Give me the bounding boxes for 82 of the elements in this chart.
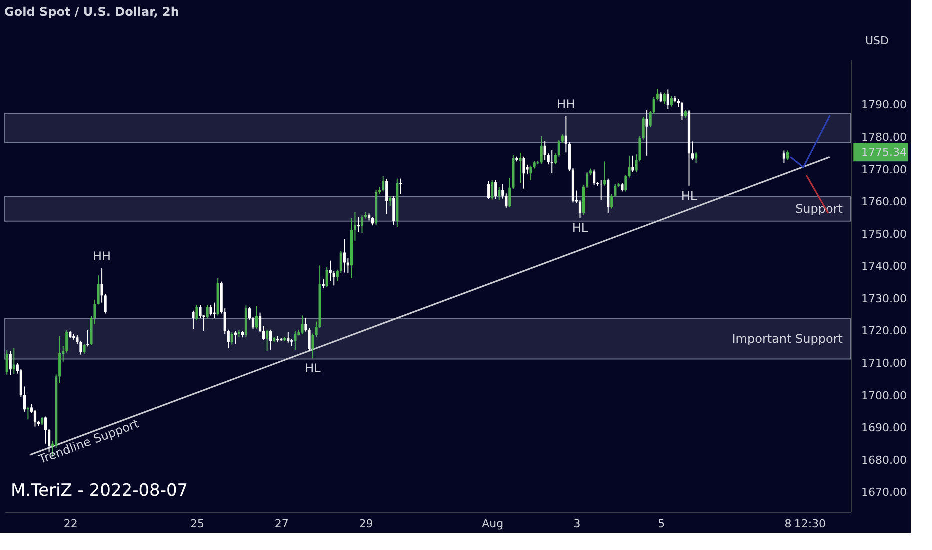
x-tick-label: 12:30 [794,518,826,530]
chart-title: Gold Spot / U.S. Dollar, 2h [4,5,180,19]
candlestick [322,279,325,290]
y-tick-label: 1750.00 [862,228,907,241]
y-tick-label: 1780.00 [862,130,907,144]
candlestick [301,315,304,335]
candlestick [544,140,546,161]
candlestick [332,270,336,286]
x-tick-label: 3 [574,518,581,530]
candlestick [329,260,332,282]
candlestick [86,330,90,348]
candlestick [326,266,328,288]
candlestick [360,215,364,234]
candlestick [488,180,490,200]
candlestick [389,196,392,206]
candlestick [266,329,269,352]
candlestick [666,89,670,110]
candlestick [522,156,526,190]
x-tick-label: 27 [274,518,289,530]
x-tick-label: 8 [784,518,792,530]
candlestick [206,304,209,319]
annotation: HH [557,98,576,112]
y-tick-label: 1770.00 [862,163,907,176]
candlestick [294,330,297,350]
candlestick [540,136,543,164]
candlestick [530,165,532,181]
candlestick [694,152,698,164]
candlestick [632,155,634,173]
y-tick-label: 1690.00 [862,422,907,435]
y-tick-label: 1710.00 [862,356,907,370]
x-tick-label: 25 [190,518,204,530]
candlestick [782,150,786,164]
candlestick [519,152,522,184]
candlestick [578,200,582,219]
candlestick [12,348,16,375]
candlestick [255,306,258,330]
y-tick-label: 1740.00 [862,260,907,274]
candlestick [663,92,666,106]
y-axis-title: USD [866,34,890,48]
candlestick [786,150,790,161]
candlestick [670,96,673,108]
candlestick [680,101,684,121]
candlestick [340,250,342,274]
band-label: Important Support [732,332,844,346]
candlestick [386,178,388,215]
y-tick-label: 1680.00 [862,454,907,467]
candlestick [604,161,606,186]
x-tick-label: 5 [658,518,666,530]
candlestick [343,238,346,274]
y-tick-label: 1720.00 [862,324,907,338]
x-tick-label: Aug [482,518,504,530]
candlestick [6,350,8,376]
annotation: M.TeriZ - 2022-08-07 [11,481,188,501]
annotation: HL [681,188,698,203]
y-tick-label: 1775.34 [862,146,907,160]
candlestick [382,176,385,192]
annotation: HH [93,250,112,264]
y-tick-label: 1730.00 [862,292,907,306]
candlestick [646,110,648,156]
candlestick [83,344,86,354]
candlestick [392,196,396,226]
candlestick [9,350,12,376]
candlestick [196,304,198,322]
y-tick-label: 1670.00 [862,486,907,500]
candlestick [270,329,272,350]
candlestick [498,186,501,201]
y-tick-label: 1700.00 [862,389,907,402]
candlestick [400,178,402,195]
annotation: HL [572,221,588,236]
x-tick-label: 29 [359,518,374,530]
candlestick [34,409,37,428]
candlestick [593,169,596,186]
x-tick-label: 22 [64,518,78,530]
candlestick [210,304,212,316]
candlestick [491,180,494,200]
candlestick [494,180,498,200]
candlestick [660,92,662,103]
candlestick [230,332,234,346]
annotation: HL [305,362,322,376]
y-tick-label: 1790.00 [862,98,907,112]
candlestick [192,310,195,330]
y-tick-label: 1760.00 [862,196,907,209]
